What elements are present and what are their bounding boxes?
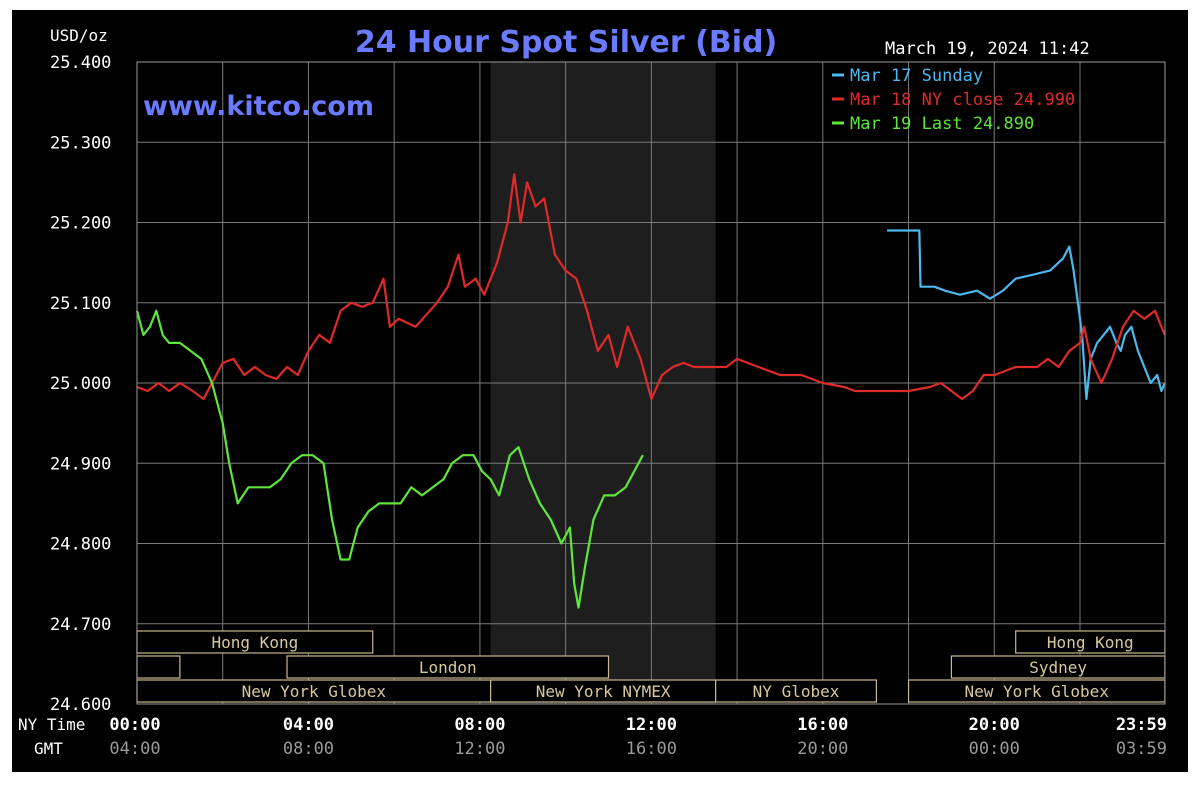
y-tick-label: 25.300 [50, 133, 111, 153]
legend: Mar 17 Sunday Mar 18 NY close 24.990 Mar… [832, 66, 1075, 134]
x-tick-label-ny: 12:00 [626, 715, 677, 735]
legend-label-mar18: Mar 18 NY close 24.990 [850, 90, 1075, 110]
x-tick-label-ny: 16:00 [797, 715, 848, 735]
y-tick-label: 24.600 [50, 695, 111, 715]
x-tick-label-gmt: 16:00 [626, 739, 677, 759]
y-axis-unit-label: USD/oz [50, 26, 108, 45]
x-tick-label-gmt: 04:00 [109, 739, 160, 759]
chart-title: 24 Hour Spot Silver (Bid) [355, 25, 777, 60]
x-tick-label-ny: 20:00 [969, 715, 1020, 735]
gmt-axis-label: GMT [34, 739, 63, 758]
timestamp: March 19, 2024 11:42 [885, 39, 1090, 59]
session-box [286, 655, 610, 679]
session-box [136, 655, 181, 679]
session-label: New York Globex [242, 682, 387, 701]
y-tick-label: 25.000 [50, 374, 111, 394]
y-tick-label: 25.100 [50, 294, 111, 314]
y-axis-ticks: 25.400 25.300 25.200 25.100 25.000 24.900 24.8… [50, 53, 111, 715]
x-tick-label-gmt: 03:59 [1116, 739, 1167, 759]
x-tick-label-ny: 23:59 [1116, 715, 1167, 735]
session-label: NY Globex [753, 682, 840, 701]
website-watermark: www.kitco.com [143, 91, 374, 122]
y-tick-label: 25.400 [50, 53, 111, 73]
session-label: London [419, 658, 477, 677]
x-tick-label-ny: 04:00 [283, 715, 334, 735]
ny-time-axis-label: NY Time [18, 715, 85, 734]
session-label: New York Globex [964, 682, 1109, 701]
session-label: Sydney [1029, 658, 1087, 677]
y-tick-label: 24.900 [50, 454, 111, 474]
plot-frame [136, 61, 1166, 705]
x-axis-ticks: 00:00 04:00 08:00 12:00 16:00 20:00 23:59 04:00… [109, 715, 1167, 759]
x-tick-label-gmt: 20:00 [797, 739, 848, 759]
y-tick-label: 25.200 [50, 214, 111, 234]
session-label: Hong Kong [212, 633, 299, 652]
legend-label-mar17: Mar 17 Sunday [850, 66, 983, 86]
series-line-1 [136, 173, 1166, 401]
legend-label-mar19: Mar 19 Last 24.890 [850, 114, 1034, 134]
trading-sessions: Hong Kong London New York Globex New York N… [136, 630, 1166, 703]
series-line-0 [887, 229, 1166, 401]
x-tick-label-ny: 08:00 [454, 715, 505, 735]
session-box [715, 679, 877, 703]
y-tick-label: 24.700 [50, 615, 111, 635]
x-tick-label-gmt: 08:00 [283, 739, 334, 759]
series-line-2 [135, 309, 644, 609]
x-tick-label-gmt: 12:00 [454, 739, 505, 759]
y-tick-label: 24.800 [50, 535, 111, 555]
x-tick-label-gmt: 00:00 [969, 739, 1020, 759]
session-label: New York NYMEX [536, 682, 671, 701]
grid-lines [136, 61, 1166, 705]
x-tick-label-ny: 00:00 [109, 715, 160, 735]
price-series [135, 173, 1166, 609]
session-label: Hong Kong [1047, 633, 1134, 652]
